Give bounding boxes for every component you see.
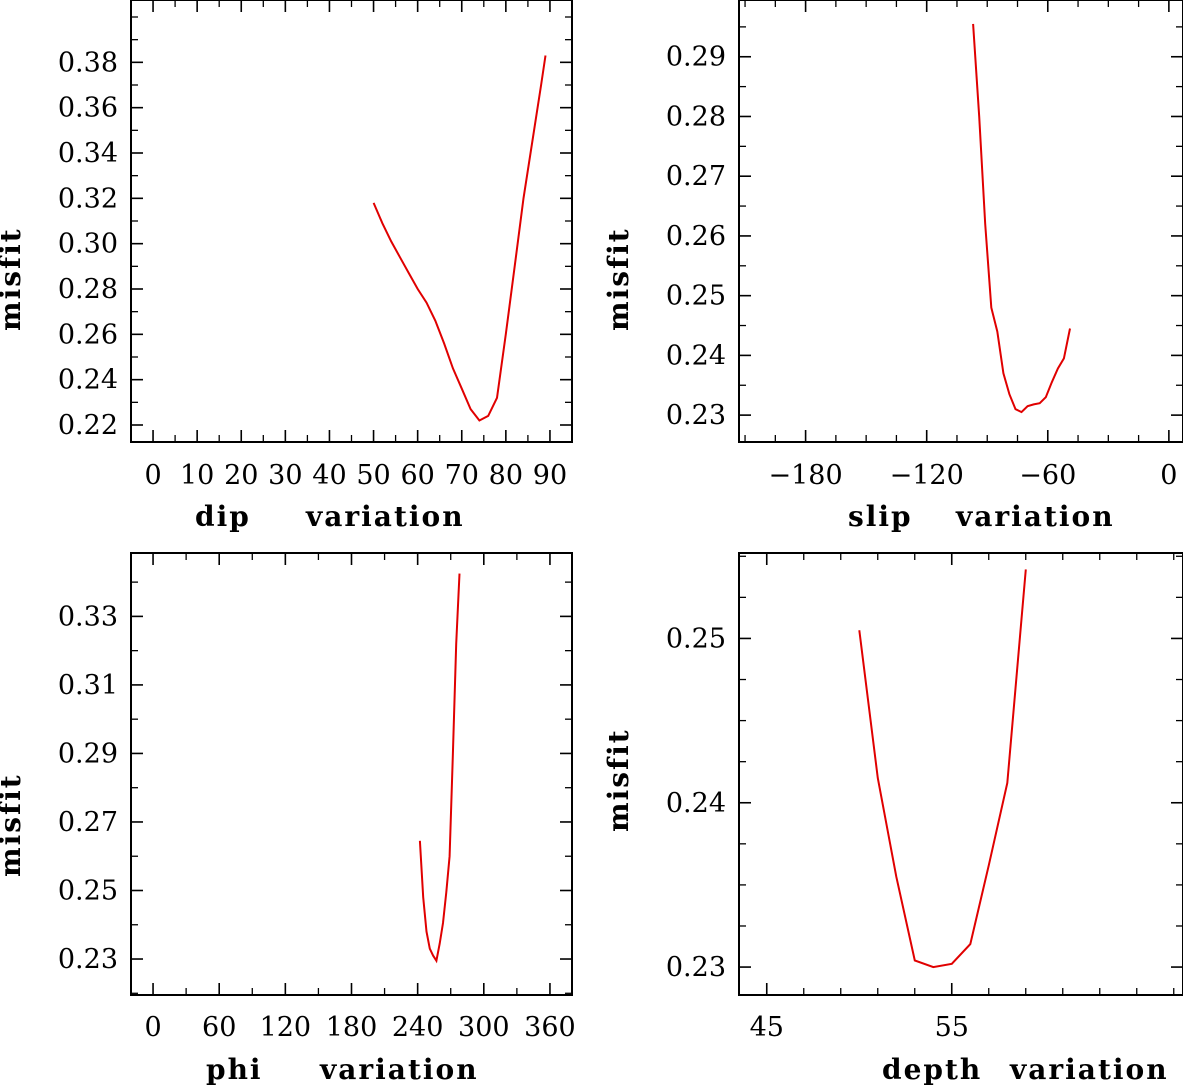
y-tick-label: 0.26: [58, 319, 118, 350]
x-axis-label-variation: variation: [305, 500, 465, 533]
x-tick-label: 50: [356, 460, 390, 491]
y-tick-label: 0.25: [666, 623, 726, 654]
y-tick-label: 0.36: [58, 93, 118, 124]
x-tick-label: 240: [392, 1012, 444, 1043]
y-axis-label: misfit: [602, 227, 635, 331]
y-tick-label: 0.23: [666, 400, 726, 431]
x-tick-label: −60: [1019, 460, 1076, 491]
x-tick-label: 40: [312, 460, 346, 491]
x-tick-label: 0: [144, 1012, 161, 1043]
y-tick-label: 0.31: [58, 670, 118, 701]
x-axis-label: phi: [206, 1053, 263, 1086]
y-tick-label: 0.24: [58, 365, 118, 396]
y-tick-label: 0.26: [666, 221, 726, 252]
y-tick-label: 0.25: [666, 281, 726, 312]
x-tick-label: 0: [144, 460, 161, 491]
x-axis-label: depth: [882, 1053, 982, 1086]
misfit-curve-slip: [972, 23, 1071, 414]
x-tick-label: 55: [935, 1012, 969, 1043]
x-tick-label: 60: [202, 1012, 236, 1043]
plot-frame: [738, 0, 1183, 443]
y-tick-label: 0.34: [58, 138, 118, 169]
y-tick-label: 0.25: [58, 875, 118, 906]
y-tick-label: 0.38: [58, 47, 118, 78]
y-tick-label: 0.28: [58, 274, 118, 305]
x-axis-label-variation: variation: [319, 1053, 479, 1086]
x-axis-label-variation: variation: [955, 500, 1115, 533]
x-tick-label: 20: [224, 460, 258, 491]
y-tick-label: 0.24: [666, 788, 726, 819]
x-tick-label: −180: [769, 460, 843, 491]
x-tick-label: 45: [750, 1012, 784, 1043]
x-tick-label: 30: [268, 460, 302, 491]
x-tick-label: 80: [489, 460, 523, 491]
y-tick-label: 0.28: [666, 101, 726, 132]
x-tick-label: 0: [1160, 460, 1177, 491]
y-axis-label: misfit: [602, 728, 635, 832]
x-tick-label: 180: [326, 1012, 378, 1043]
misfit-curve-phi: [418, 573, 461, 964]
y-tick-label: 0.27: [58, 807, 118, 838]
plot-frame: [130, 0, 573, 443]
x-tick-label: 70: [445, 460, 479, 491]
y-axis-label: misfit: [0, 773, 27, 877]
panel-phi: 0 60 120 180 240 300 360 0.23 0.25 0.27 0.29 0.31 0.…: [0, 552, 576, 1086]
misfit-curve-depth: [858, 569, 1027, 969]
panel-dip: 0 10 20 30 40 50 60 70 80 90 0.22 0.24 0.26 0.28 0.30 0…: [0, 0, 573, 533]
y-tick-label: 0.24: [666, 340, 726, 371]
y-tick-label: 0.29: [58, 738, 118, 769]
x-tick-label: 60: [400, 460, 434, 491]
x-tick-label: 360: [524, 1012, 576, 1043]
plot-frame: [130, 552, 573, 996]
x-axis-label: dip: [195, 500, 251, 533]
y-tick-label: 0.23: [58, 944, 118, 975]
x-tick-label: 90: [533, 460, 567, 491]
y-tick-label: 0.30: [58, 229, 118, 260]
x-tick-label: 300: [458, 1012, 510, 1043]
misfit-curve-dip: [372, 55, 547, 422]
x-tick-label: 10: [180, 460, 214, 491]
x-tick-label: 120: [260, 1012, 312, 1043]
panel-slip: −180 −120 −60 0 0.23 0.24 0.25 0.26 0.27 0.28 0.29…: [602, 0, 1183, 533]
x-tick-label: −120: [890, 460, 964, 491]
y-tick-label: 0.22: [58, 410, 118, 441]
x-axis-label: slip: [848, 500, 913, 533]
x-axis-label-variation: variation: [1009, 1053, 1169, 1086]
panel-depth: 45 55 0.23 0.24 0.25 misfit depth variation: [602, 552, 1183, 1086]
y-tick-label: 0.32: [58, 183, 118, 214]
y-tick-label: 0.29: [666, 42, 726, 73]
y-tick-label: 0.23: [666, 952, 726, 983]
plot-frame: [738, 552, 1183, 996]
y-tick-label: 0.33: [58, 601, 118, 632]
y-axis-label: misfit: [0, 227, 27, 331]
y-tick-label: 0.27: [666, 161, 726, 192]
